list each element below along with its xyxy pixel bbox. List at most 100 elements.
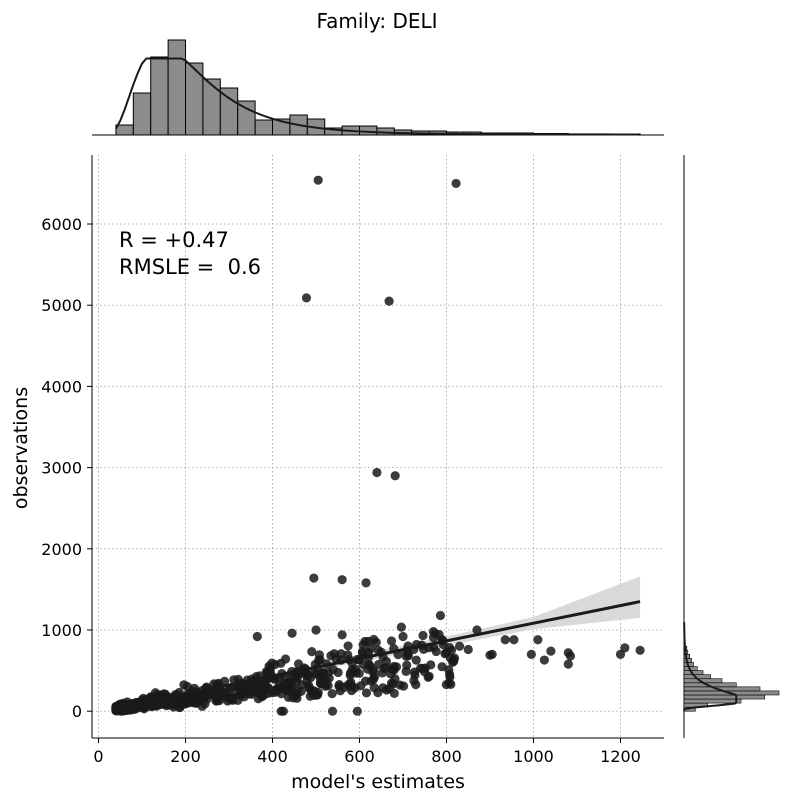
scatter-point xyxy=(454,641,465,651)
y-tick-label: 1000 xyxy=(41,621,82,640)
scatter-point xyxy=(307,647,317,657)
top-marginal-histogram xyxy=(92,39,664,136)
scatter-point xyxy=(381,656,392,667)
top-histogram-bar xyxy=(202,78,221,136)
scatter-point xyxy=(398,631,408,642)
x-tick-label: 400 xyxy=(257,747,288,766)
x-tick-label: 800 xyxy=(431,747,462,766)
scatter-point xyxy=(296,686,306,697)
scatter-point xyxy=(396,622,406,632)
right-marginal-histogram xyxy=(683,155,780,738)
scatter-point xyxy=(428,627,439,637)
scatter-point xyxy=(337,575,347,585)
scatter-point xyxy=(311,625,321,635)
scatter-point xyxy=(323,680,333,691)
regression-line xyxy=(115,600,641,710)
scatter-point xyxy=(352,706,362,716)
scatter-point xyxy=(212,695,222,705)
top-histogram-bar xyxy=(132,92,152,136)
annotation-rmsle: RMSLE = 0.6 xyxy=(119,255,261,279)
right-histogram-bar xyxy=(683,694,766,700)
scatter-point xyxy=(315,655,325,665)
right-histogram-bar xyxy=(683,698,742,704)
scatter-point xyxy=(441,648,451,658)
y-tick-label: 5000 xyxy=(41,296,82,315)
scatter-point xyxy=(424,671,434,681)
top-histogram-bar xyxy=(359,125,378,136)
chart-title: Family: DELI xyxy=(316,9,437,33)
scatter-point xyxy=(313,175,323,185)
scatter-point xyxy=(225,693,235,704)
scatter-point xyxy=(500,635,510,645)
scatter-point xyxy=(487,649,497,659)
scatter-point xyxy=(444,669,455,679)
scatter-point xyxy=(372,467,382,478)
scatter-point xyxy=(441,679,452,690)
scatter-point xyxy=(391,662,402,672)
scatter-point xyxy=(276,658,286,668)
y-axis-label: observations xyxy=(10,387,32,509)
top-histogram-bar xyxy=(254,119,274,136)
scatter-point xyxy=(347,685,357,696)
scatter-point xyxy=(287,628,297,638)
scatter-point xyxy=(435,610,446,621)
scatter-point xyxy=(451,178,461,189)
scatter-point xyxy=(364,659,374,670)
scatter-point xyxy=(301,293,312,303)
scatter-point xyxy=(360,676,371,686)
scatter-point xyxy=(292,693,302,703)
x-tick-label: 0 xyxy=(93,747,103,766)
scatter-point xyxy=(168,697,178,708)
scatter-point xyxy=(418,630,428,641)
scatter-point xyxy=(417,663,427,674)
scatter-point xyxy=(635,645,645,655)
scatter-point xyxy=(411,655,421,665)
y-tick-label: 3000 xyxy=(41,459,82,478)
scatter-point xyxy=(403,648,413,659)
scatter-point xyxy=(389,688,399,698)
scatter-point xyxy=(279,679,289,690)
scatter-point xyxy=(378,683,388,693)
scatter-point xyxy=(526,649,536,659)
scatter-point xyxy=(196,692,206,702)
tick-labels: 0 200 400 600 800 1000 1200 0 1000 2000 3000 4000 50… xyxy=(41,215,641,766)
scatter-point xyxy=(343,641,353,651)
scatter-point xyxy=(563,659,573,669)
scatter-point xyxy=(200,699,210,709)
scatter-point xyxy=(327,706,338,716)
scatter-point xyxy=(615,649,626,659)
x-tick-label: 600 xyxy=(344,747,375,766)
scatter-point xyxy=(533,635,543,645)
y-tick-label: 4000 xyxy=(41,377,82,396)
x-tick-label: 1000 xyxy=(513,747,554,766)
regression-line-layer xyxy=(115,600,641,710)
scatter-point xyxy=(509,635,519,645)
grid-lines xyxy=(92,155,664,738)
top-kde-curve xyxy=(115,57,638,136)
scatter-point xyxy=(276,689,287,699)
scatter-point xyxy=(398,681,409,691)
scatter-point xyxy=(309,573,319,583)
scatter-point xyxy=(361,578,371,588)
scatter-point xyxy=(386,678,397,688)
scatter-point xyxy=(463,644,473,655)
scatter-point xyxy=(278,706,288,716)
scatter-point xyxy=(620,643,630,653)
scatter-point xyxy=(368,674,379,684)
x-axis-label: model's estimates xyxy=(291,771,465,793)
scatter-point xyxy=(369,682,379,693)
scatter-point xyxy=(411,680,421,690)
top-histogram-bar xyxy=(115,124,134,136)
scatter-point xyxy=(302,676,312,687)
scatter-point xyxy=(333,667,343,678)
scatter-point xyxy=(334,679,344,690)
annotation-r: R = +0.47 xyxy=(119,228,229,252)
scatter-point xyxy=(252,631,262,642)
scatter-point xyxy=(327,689,337,699)
x-tick-label: 200 xyxy=(170,747,201,766)
top-histogram-bar xyxy=(150,56,169,136)
scatter-point xyxy=(337,630,347,640)
scatter-point xyxy=(565,651,576,661)
scatter-point xyxy=(384,296,394,306)
y-tick-label: 0 xyxy=(72,702,82,721)
